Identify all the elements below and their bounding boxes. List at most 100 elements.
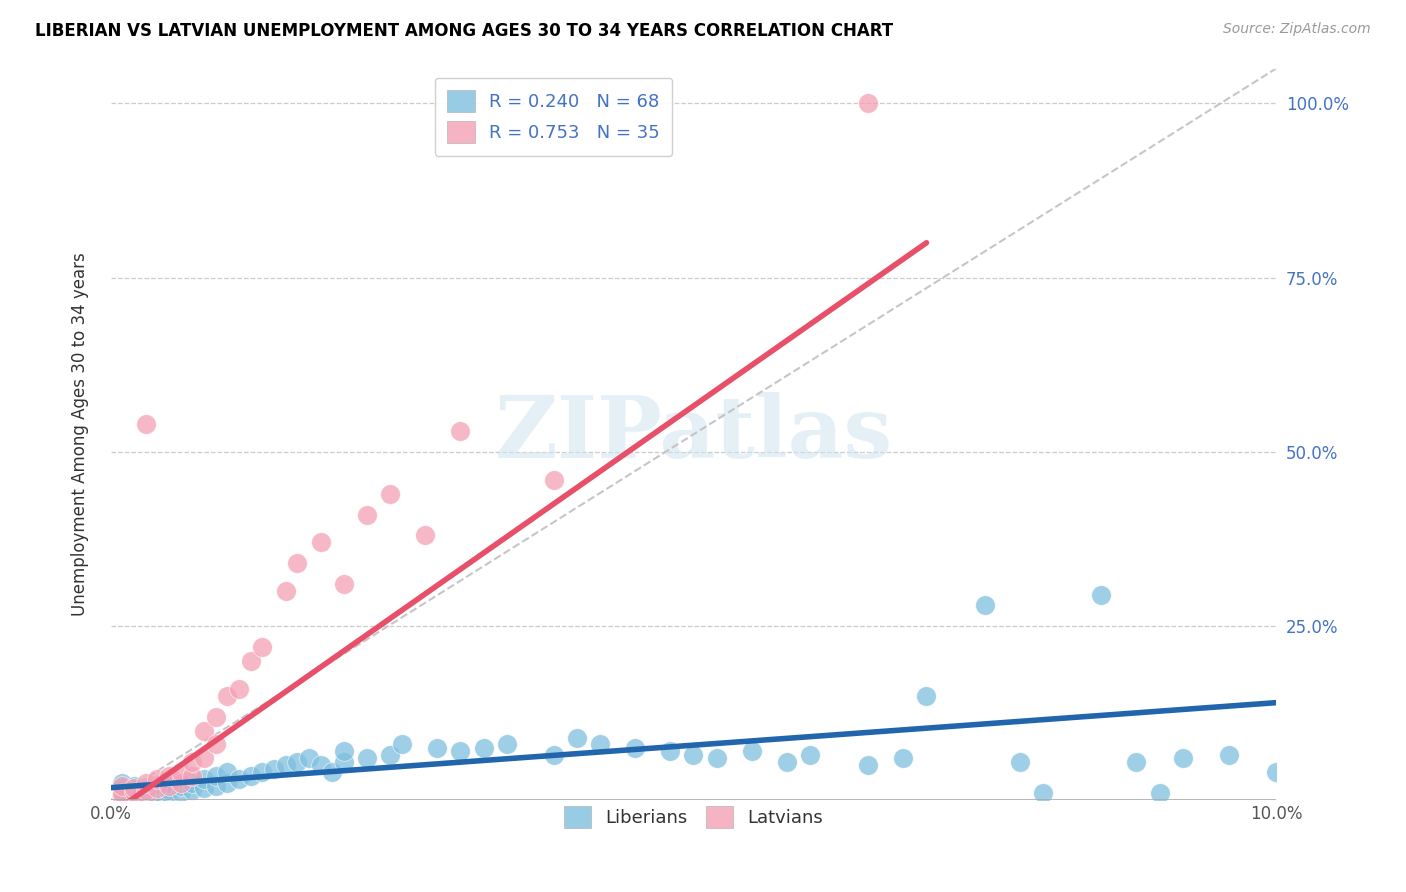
Text: Source: ZipAtlas.com: Source: ZipAtlas.com <box>1223 22 1371 37</box>
Point <box>146 772 169 787</box>
Point <box>135 780 157 795</box>
Point <box>146 788 169 802</box>
Point <box>858 758 880 772</box>
Point <box>543 747 565 762</box>
Point <box>157 782 180 797</box>
Point <box>204 779 226 793</box>
Point <box>135 788 157 802</box>
Point <box>193 751 215 765</box>
Point <box>135 417 157 431</box>
Point <box>111 786 134 800</box>
Point <box>122 789 145 803</box>
Point <box>217 776 239 790</box>
Point <box>170 779 193 793</box>
Point <box>1149 786 1171 800</box>
Point <box>309 758 332 772</box>
Point <box>135 785 157 799</box>
Point <box>915 689 938 703</box>
Point <box>170 785 193 799</box>
Point <box>157 776 180 790</box>
Point <box>472 741 495 756</box>
Point <box>380 486 402 500</box>
Point <box>298 751 321 765</box>
Y-axis label: Unemployment Among Ages 30 to 34 years: Unemployment Among Ages 30 to 34 years <box>72 252 89 616</box>
Point <box>239 769 262 783</box>
Point <box>204 709 226 723</box>
Point <box>111 780 134 795</box>
Point <box>217 765 239 780</box>
Point <box>565 731 588 745</box>
Point <box>1090 588 1112 602</box>
Point <box>356 508 378 522</box>
Point <box>321 765 343 780</box>
Point <box>122 782 145 797</box>
Point <box>973 598 995 612</box>
Point <box>228 772 250 787</box>
Point <box>858 96 880 111</box>
Point <box>776 755 799 769</box>
Point <box>333 744 356 758</box>
Point <box>181 755 204 769</box>
Point <box>1218 747 1240 762</box>
Point <box>111 779 134 793</box>
Point <box>285 556 308 570</box>
Point <box>682 747 704 762</box>
Point <box>891 751 914 765</box>
Point <box>1265 765 1288 780</box>
Point <box>204 738 226 752</box>
Point <box>122 780 145 795</box>
Point <box>135 776 157 790</box>
Point <box>146 780 169 795</box>
Point <box>181 782 204 797</box>
Point <box>252 765 274 780</box>
Point <box>170 765 193 780</box>
Point <box>356 751 378 765</box>
Point <box>204 769 226 783</box>
Point <box>659 744 682 758</box>
Text: LIBERIAN VS LATVIAN UNEMPLOYMENT AMONG AGES 30 TO 34 YEARS CORRELATION CHART: LIBERIAN VS LATVIAN UNEMPLOYMENT AMONG A… <box>35 22 893 40</box>
Point <box>111 789 134 803</box>
Point <box>706 751 728 765</box>
Point <box>135 789 157 803</box>
Point <box>496 738 519 752</box>
Point <box>449 744 471 758</box>
Point <box>111 789 134 804</box>
Point <box>111 785 134 799</box>
Point <box>1125 755 1147 769</box>
Point <box>111 776 134 790</box>
Point <box>146 784 169 798</box>
Point <box>543 473 565 487</box>
Point <box>157 779 180 793</box>
Point <box>285 755 308 769</box>
Point <box>181 776 204 790</box>
Point <box>146 778 169 792</box>
Point <box>217 689 239 703</box>
Point <box>239 654 262 668</box>
Text: ZIPatlas: ZIPatlas <box>495 392 893 476</box>
Point <box>157 769 180 783</box>
Point <box>181 769 204 783</box>
Point <box>274 758 297 772</box>
Point <box>122 786 145 800</box>
Point <box>252 640 274 654</box>
Point <box>193 723 215 738</box>
Point <box>624 741 647 756</box>
Point <box>111 788 134 802</box>
Point <box>415 528 437 542</box>
Point <box>193 772 215 787</box>
Point <box>426 741 449 756</box>
Point <box>333 755 356 769</box>
Point <box>157 786 180 800</box>
Point <box>228 681 250 696</box>
Point <box>274 584 297 599</box>
Point <box>449 424 471 438</box>
Legend: Liberians, Latvians: Liberians, Latvians <box>557 798 830 835</box>
Point <box>380 747 402 762</box>
Point <box>263 762 285 776</box>
Point <box>1032 786 1054 800</box>
Point <box>1008 755 1031 769</box>
Point <box>193 780 215 795</box>
Point <box>741 744 763 758</box>
Point <box>333 577 356 591</box>
Point <box>799 747 821 762</box>
